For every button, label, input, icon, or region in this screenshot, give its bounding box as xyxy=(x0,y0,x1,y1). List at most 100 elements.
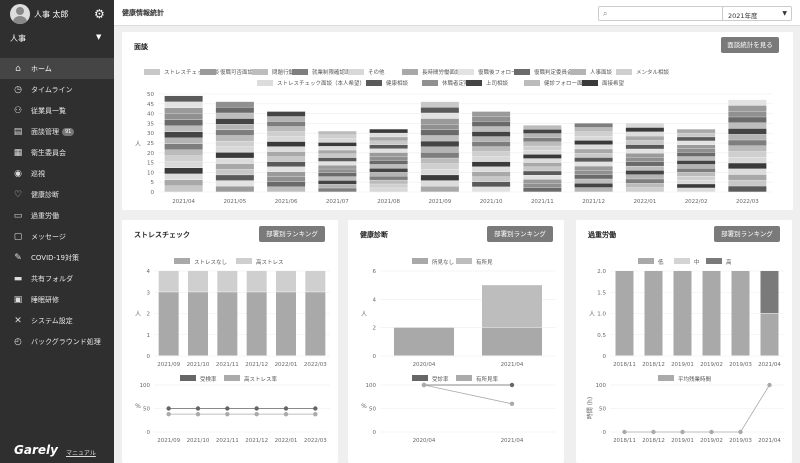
checkup-chart: 所見なし 有所見 0 2 4 6 人 2020/04 2021/04 受診率 有所見率 0 50 100%… xyxy=(361,258,556,444)
legend-swatch xyxy=(236,258,252,264)
gear-icon[interactable]: ⚙ xyxy=(94,7,105,21)
x-tick-label: 2022/03 xyxy=(736,199,759,205)
bar-segment xyxy=(574,166,613,171)
bar-segment xyxy=(215,163,254,170)
bar xyxy=(158,271,179,292)
bar-segment xyxy=(677,133,716,137)
search-input[interactable]: ⌕ xyxy=(598,6,730,21)
data-point xyxy=(166,406,171,411)
sidebar-item[interactable]: ✕ システム設定 xyxy=(0,310,114,331)
bar xyxy=(615,271,634,356)
overwork-ranking-button[interactable]: 部署別ランキング xyxy=(714,226,780,242)
x-tick-label: 2020/04 xyxy=(413,362,436,368)
sidebar-item[interactable]: ▤ 面談管理 91 xyxy=(0,121,114,142)
sidebar-item-label: タイムライン xyxy=(31,85,73,94)
bar-segment xyxy=(215,124,254,130)
chevron-down-icon[interactable]: ▼ xyxy=(96,33,102,41)
sidebar-item[interactable]: ⚇ 従業員一覧 xyxy=(0,100,114,121)
sidebar-item[interactable]: ▢ メッセージ xyxy=(0,226,114,247)
bar-segment xyxy=(215,113,254,119)
legend-label: 高 xyxy=(726,258,732,266)
y-tick-label: 50 xyxy=(599,407,606,413)
legend-swatch xyxy=(224,375,240,381)
bar-segment xyxy=(318,142,357,147)
bar-segment xyxy=(164,173,203,180)
user-menu[interactable]: 人事 太郎 ⚙ xyxy=(10,4,108,24)
y-tick-label: 10 xyxy=(147,170,154,176)
legend-label: 高ストレス xyxy=(256,258,284,266)
y-tick-label: 1.0 xyxy=(597,312,606,318)
bar-segment xyxy=(523,154,562,159)
sidebar-item[interactable]: ◷ タイムライン xyxy=(0,79,114,100)
bar-segment xyxy=(574,149,613,154)
y-tick-label: 40 xyxy=(147,112,154,118)
sidebar-item[interactable]: ◴ バックグラウンド処理 xyxy=(0,331,114,352)
sidebar-item[interactable]: ▣ 睡眠研修 xyxy=(0,289,114,310)
bar-segment xyxy=(215,118,254,125)
checkup-ranking-button[interactable]: 部署別ランキング xyxy=(487,226,553,242)
bar-segment xyxy=(728,157,767,163)
legend-swatch xyxy=(524,80,540,86)
logo: Garely xyxy=(14,443,58,457)
overwork-card: 過重労働 部署別ランキング 低 中 高 0 0.5 1.0 1.5 2.0 人 2018/11 20… xyxy=(576,220,792,463)
interview-chart: ストレスチェック面談 復職可否面談 問題行動 就業制限確認面談 その他 長時間労働面談 復職… xyxy=(135,68,773,205)
chat-icon: ▤ xyxy=(13,126,23,137)
y-tick-label: 1 xyxy=(147,333,151,339)
x-tick-label: 2021/08 xyxy=(377,199,400,205)
bar-segment xyxy=(267,151,306,157)
bar-segment xyxy=(677,176,716,180)
year-select[interactable]: 2021年度 ▼ xyxy=(722,6,792,21)
bar-segment xyxy=(728,186,767,192)
department-selector[interactable]: 人事 xyxy=(10,34,26,43)
x-tick-label: 2021/06 xyxy=(275,199,298,205)
bar-segment xyxy=(318,161,357,166)
bar-segment xyxy=(625,136,664,141)
sidebar-item[interactable]: ▦ 衛生委員会 xyxy=(0,142,114,163)
bar-segment xyxy=(472,116,511,122)
x-tick-label: 2021/04 xyxy=(501,362,524,368)
manual-link[interactable]: マニュアル xyxy=(66,450,96,457)
data-point xyxy=(680,429,685,435)
bar-segment xyxy=(164,107,203,114)
sidebar-item[interactable]: ♡ 健康診断 xyxy=(0,184,114,205)
bar-segment xyxy=(318,150,357,154)
stress-ranking-button[interactable]: 部署別ランキング xyxy=(259,226,325,242)
x-tick-label: 2019/02 xyxy=(700,362,723,368)
bar-segment xyxy=(625,161,664,166)
data-point xyxy=(313,411,318,417)
sidebar-item[interactable]: ◉ 巡視 xyxy=(0,163,114,184)
x-tick-label: 2021/04 xyxy=(758,438,781,444)
bar-segment xyxy=(267,141,306,147)
y-tick-label: 3 xyxy=(147,290,151,296)
legend-swatch xyxy=(582,80,598,86)
bar-segment xyxy=(523,150,562,155)
data-point xyxy=(509,382,515,388)
y-tick-label: 45 xyxy=(147,102,154,108)
pen-icon: ✎ xyxy=(14,252,22,263)
sidebar-item[interactable]: ▬ 共有フォルダ xyxy=(0,268,114,289)
bar-segment xyxy=(318,146,357,150)
bar-segment xyxy=(728,180,767,186)
bar-segment xyxy=(420,146,459,153)
eye-icon: ◉ xyxy=(14,168,22,179)
interview-stats-button[interactable]: 面談統計を見る xyxy=(721,37,779,53)
legend-label: 復職判定委員会 xyxy=(534,68,573,76)
sidebar-item[interactable]: ⌂ ホーム xyxy=(0,58,114,79)
bar-segment xyxy=(420,141,459,147)
y-tick-label: 0.5 xyxy=(597,333,606,339)
legend-label: 高ストレス率 xyxy=(244,375,278,383)
bar-segment xyxy=(420,101,459,108)
bar-segment xyxy=(215,141,254,147)
legend-swatch xyxy=(514,69,530,75)
legend-label: 健康相談 xyxy=(386,79,409,87)
legend-label: 平均残業時間 xyxy=(678,375,712,383)
data-point xyxy=(651,429,656,435)
x-tick-label: 2019/01 xyxy=(671,362,694,368)
sidebar-item[interactable]: ✎ COVID-19対策 xyxy=(0,247,114,268)
legend-swatch xyxy=(348,69,364,75)
x-tick-label: 2022/03 xyxy=(304,438,327,444)
bar-segment xyxy=(523,183,562,188)
bar-segment xyxy=(164,155,203,162)
bar xyxy=(482,327,542,356)
sidebar-item[interactable]: ▭ 過重労働 xyxy=(0,205,114,226)
